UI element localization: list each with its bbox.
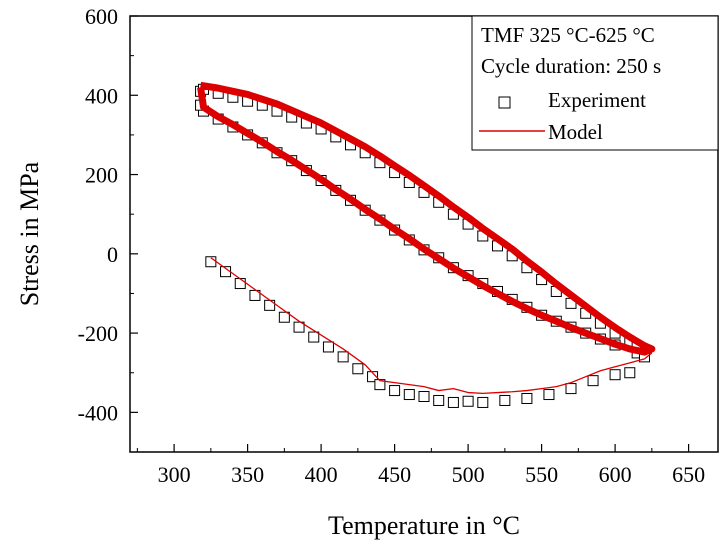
experiment-point <box>418 391 430 403</box>
y-tick-label: 600 <box>85 4 118 29</box>
x-tick-label: 500 <box>452 462 485 487</box>
model-line <box>210 257 653 394</box>
experiment-point <box>447 396 459 408</box>
y-tick-label: -200 <box>78 321 118 346</box>
plot-frame <box>129 15 719 453</box>
experiment-point <box>403 389 415 401</box>
y-axis-ticks <box>130 15 138 453</box>
experiment-point <box>389 385 401 397</box>
experiment-point <box>367 371 379 383</box>
x-tick-label: 450 <box>378 462 411 487</box>
x-axis-ticks <box>136 444 690 452</box>
experiment-point <box>521 392 533 404</box>
x-tick-label: 350 <box>231 462 264 487</box>
x-tick-label: 650 <box>672 462 705 487</box>
y-tick-label: 200 <box>85 163 118 188</box>
experiment-point <box>278 311 290 323</box>
x-tick-label: 550 <box>525 462 558 487</box>
legend-experiment-marker <box>498 96 511 109</box>
experiment-point <box>249 289 261 301</box>
series-layer <box>195 81 656 408</box>
x-tick-label: 400 <box>305 462 338 487</box>
model-line <box>197 81 656 356</box>
experiment-point <box>587 375 599 387</box>
x-axis-title: Temperature in °C <box>328 511 520 540</box>
legend-experiment-label: Experiment <box>548 88 646 112</box>
legend: TMF 325 °C-625 °C Cycle duration: 250 s … <box>471 15 719 151</box>
experiment-point <box>477 396 489 408</box>
x-axis-tick-labels: 300 350 400 450 500 550 600 650 <box>158 462 705 487</box>
y-axis-title: Stress in MPa <box>15 161 44 306</box>
experiment-point <box>499 394 511 406</box>
experiment-point <box>609 369 621 381</box>
legend-box <box>471 15 719 151</box>
y-tick-label: 0 <box>107 242 118 267</box>
experiment-point <box>234 278 246 290</box>
experiment-point <box>374 379 386 391</box>
experiment-point <box>337 351 349 363</box>
experiment-point <box>624 367 636 379</box>
experiment-series <box>205 256 650 408</box>
experiment-point <box>433 394 445 406</box>
experiment-point <box>322 341 334 353</box>
y-tick-label: 400 <box>85 83 118 108</box>
legend-title-line-2: Cycle duration: 250 s <box>481 54 661 78</box>
legend-model-label: Model <box>548 120 603 144</box>
experiment-point <box>293 321 305 333</box>
x-tick-label: 600 <box>599 462 632 487</box>
experiment-point <box>308 331 320 343</box>
legend-title-line-1: TMF 325 °C-625 °C <box>481 23 655 47</box>
x-tick-label: 300 <box>158 462 191 487</box>
y-axis-tick-labels: -400 -200 0 200 400 600 <box>78 4 118 425</box>
experiment-point <box>565 383 577 395</box>
experiment-point <box>543 389 555 401</box>
experiment-point <box>462 395 474 407</box>
y-tick-label: -400 <box>78 400 118 425</box>
experiment-point <box>352 363 364 375</box>
